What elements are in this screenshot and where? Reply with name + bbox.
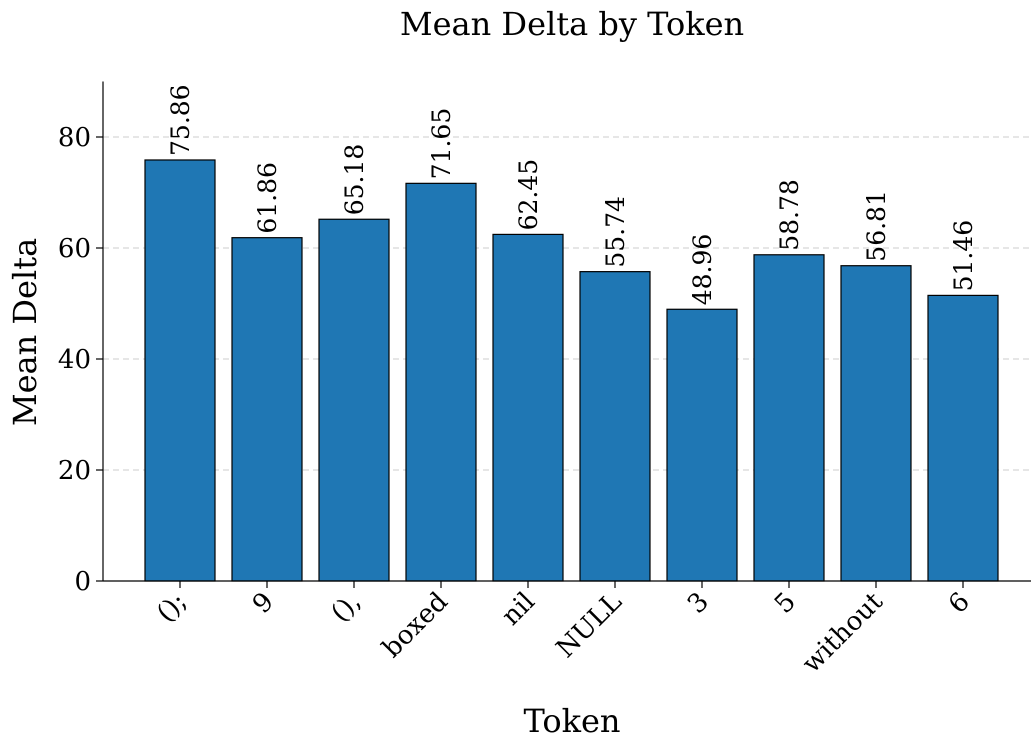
value-label: 62.45 — [514, 159, 543, 231]
x-tick-label: (), — [326, 587, 367, 628]
bar — [492, 233, 564, 582]
value-label: 51.46 — [949, 220, 978, 292]
bar — [840, 265, 912, 582]
x-tick-label: boxed — [377, 587, 454, 664]
bar — [753, 254, 825, 582]
value-label: 75.86 — [166, 84, 195, 156]
value-label: 55.74 — [601, 196, 630, 268]
bar — [666, 308, 738, 582]
x-tick-label: 6 — [943, 587, 976, 620]
value-label: 58.78 — [775, 179, 804, 251]
bar — [231, 237, 303, 582]
bar — [144, 159, 216, 582]
chart-title: Mean Delta by Token — [400, 5, 744, 43]
bar — [405, 182, 477, 582]
bar — [927, 294, 999, 582]
y-tick-label: 60 — [58, 234, 91, 264]
y-tick-label: 80 — [58, 123, 91, 153]
y-axis-label: Mean Delta — [6, 238, 44, 426]
x-tick-label: 5 — [769, 587, 802, 620]
x-tick-label: without — [797, 586, 890, 679]
value-label: 48.96 — [688, 234, 717, 306]
y-tick-label: 40 — [58, 345, 91, 375]
x-tick-label: NULL — [551, 587, 628, 664]
value-label: 56.81 — [862, 190, 891, 262]
y-tick-label: 0 — [74, 567, 91, 597]
bar — [318, 218, 390, 582]
x-tick-label: 9 — [247, 587, 280, 620]
bar — [579, 271, 651, 582]
value-label: 65.18 — [340, 144, 369, 216]
x-tick-label: nil — [496, 587, 541, 632]
x-axis-label: Token — [523, 702, 620, 738]
x-tick-label: 3 — [682, 587, 715, 620]
value-label: 61.86 — [253, 162, 282, 234]
y-tick-label: 20 — [58, 456, 91, 486]
x-tick-label: (); — [151, 587, 193, 629]
value-label: 71.65 — [427, 108, 456, 180]
